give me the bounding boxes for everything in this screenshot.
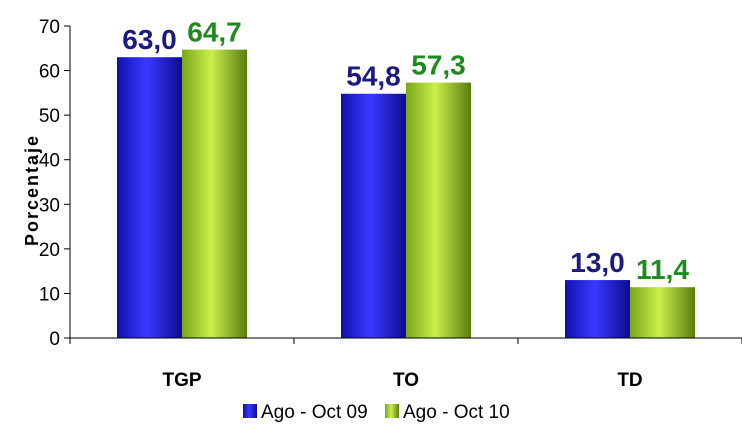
x-tick-label: TGP	[162, 370, 201, 391]
x-tick-label: TO	[393, 370, 419, 391]
x-tick-label: TD	[617, 370, 642, 391]
legend-swatch-series-1	[243, 404, 257, 418]
data-label-to-series-1: 54,8	[346, 61, 401, 92]
data-label-tgp-series-1: 63,0	[122, 24, 177, 55]
y-tick-label: 40	[39, 151, 60, 172]
bars	[117, 49, 695, 339]
y-axis: 0 10 20 30 40 50 60 70	[39, 17, 71, 350]
bar-tgp-series-2	[182, 49, 247, 338]
data-label-td-series-2: 11,4	[636, 254, 689, 285]
y-tick-label: 20	[39, 240, 60, 261]
bar-to-series-2	[406, 82, 471, 338]
legend-label-series-2: Ago - Oct 10	[403, 402, 510, 423]
y-tick-label: 10	[39, 284, 60, 305]
y-tick-label: 0	[49, 329, 60, 350]
data-label-td-series-1: 13,0	[570, 247, 625, 278]
y-tick-label: 70	[39, 17, 60, 38]
legend-label-series-1: Ago - Oct 09	[261, 402, 368, 423]
bar-to-series-1	[341, 93, 406, 339]
bar-tgp-series-1	[117, 57, 182, 338]
x-axis: TGP TO TD	[69, 337, 742, 391]
data-labels: 63,0 64,7 54,8 57,3 13,0 11,4	[122, 17, 689, 286]
legend: Ago - Oct 09 Ago - Oct 10	[243, 402, 510, 423]
y-tick-label: 50	[39, 106, 60, 127]
data-label-tgp-series-2: 64,7	[187, 17, 242, 48]
legend-swatch-series-2	[385, 404, 399, 418]
y-axis-label: Porcentaje	[22, 134, 42, 246]
data-label-to-series-2: 57,3	[411, 50, 466, 81]
bar-td-series-2	[630, 287, 695, 338]
y-tick-label: 60	[39, 62, 60, 83]
y-tick-label: 30	[39, 195, 60, 216]
bar-td-series-1	[565, 280, 630, 338]
